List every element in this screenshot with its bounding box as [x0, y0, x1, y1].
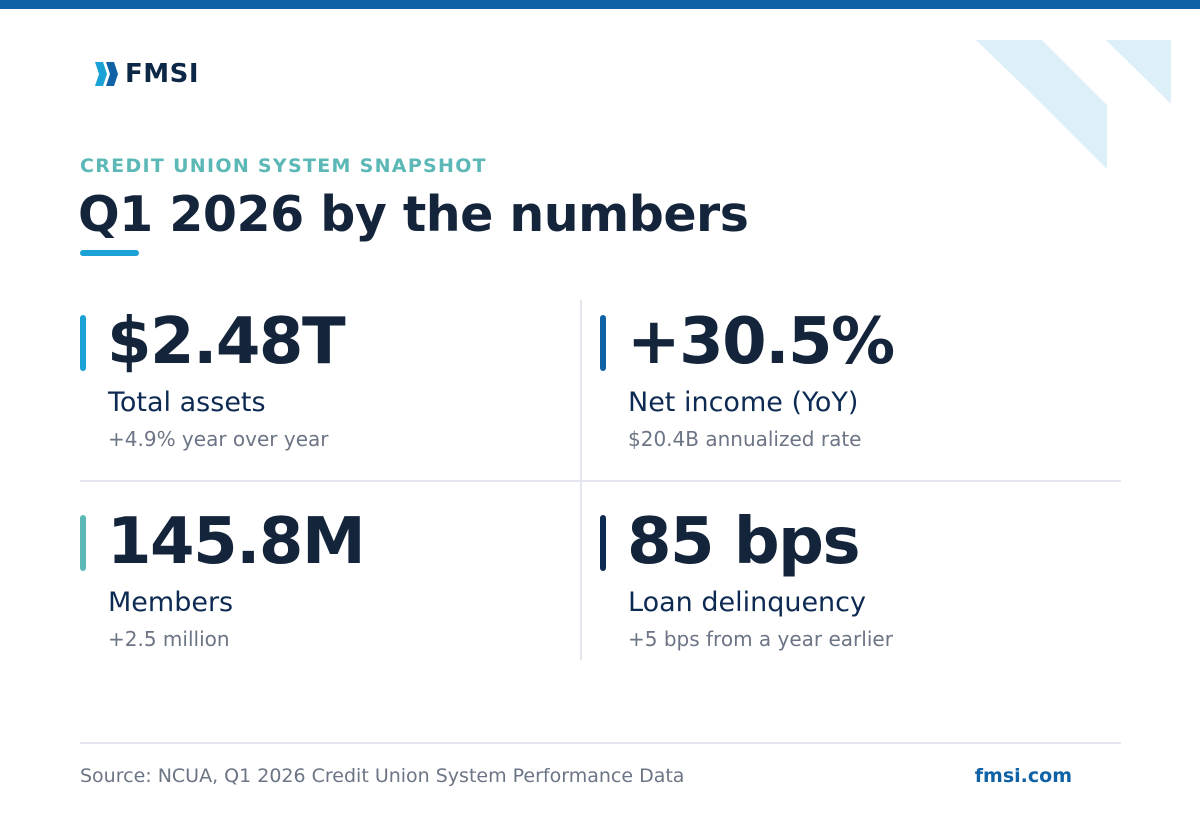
website-link[interactable]: fmsi.com: [974, 765, 1072, 787]
stat-subtext: +5 bps from a year earlier: [628, 627, 893, 651]
page-title: Q1 2026 by the numbers: [78, 186, 749, 243]
fmsi-logo: FMSI: [95, 60, 199, 88]
stat-subtext: $20.4B annualized rate: [628, 427, 862, 451]
stat-members: 145.8M Members +2.5 million: [80, 500, 550, 670]
stat-accent-bar: [80, 315, 86, 371]
stat-net-income: +30.5% Net income (YoY) $20.4B annualize…: [600, 300, 1070, 470]
grid-horizontal-divider: [80, 480, 1121, 482]
triangle-decoration: [976, 40, 1171, 169]
title-underline: [80, 250, 139, 256]
stat-value: $2.48T: [107, 305, 346, 379]
stat-accent-bar: [600, 315, 606, 371]
stat-label: Members: [108, 587, 234, 618]
stat-value: 145.8M: [107, 505, 366, 579]
chevron-logo-icon: [95, 62, 118, 86]
eyebrow-label: CREDIT UNION SYSTEM SNAPSHOT: [80, 155, 487, 177]
top-accent-bar: [0, 0, 1200, 9]
stat-value: 85 bps: [627, 505, 861, 579]
logo-wordmark: FMSI: [125, 59, 200, 89]
stat-subtext: +4.9% year over year: [108, 427, 329, 451]
stat-accent-bar: [80, 515, 86, 571]
footer-divider: [80, 742, 1121, 744]
stat-total-assets: $2.48T Total assets +4.9% year over year: [80, 300, 550, 470]
stat-label: Loan delinquency: [628, 587, 866, 618]
stat-loan-delinquency: 85 bps Loan delinquency +5 bps from a ye…: [600, 500, 1070, 670]
stat-subtext: +2.5 million: [108, 627, 230, 651]
stat-value: +30.5%: [627, 305, 895, 379]
source-note: Source: NCUA, Q1 2026 Credit Union Syste…: [80, 765, 685, 787]
stat-label: Total assets: [108, 387, 266, 418]
stat-label: Net income (YoY): [628, 387, 859, 418]
stat-accent-bar: [600, 515, 606, 571]
